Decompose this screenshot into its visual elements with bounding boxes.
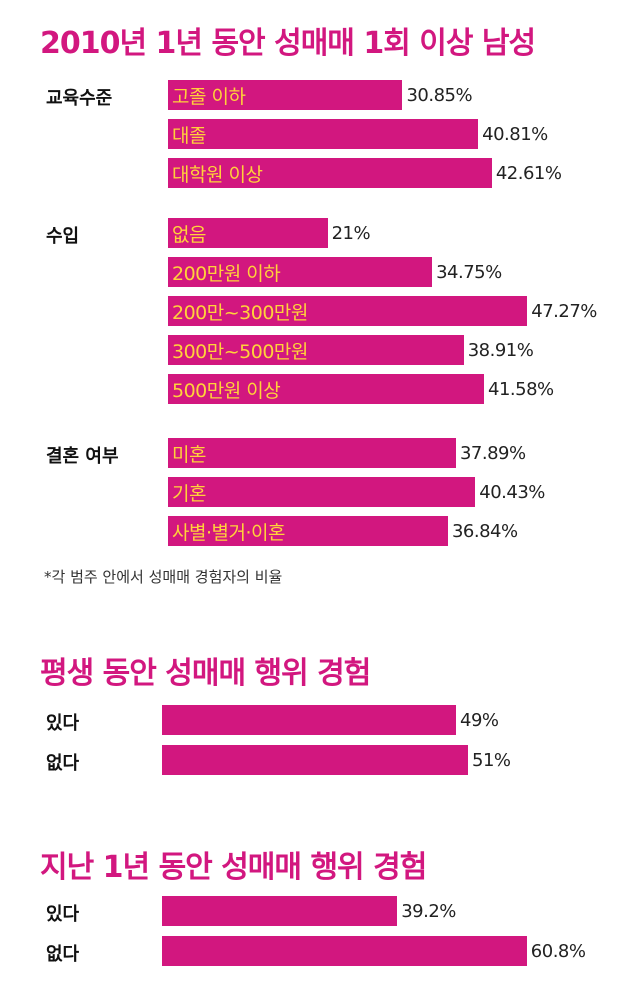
bar: 500만원 이상 bbox=[168, 374, 484, 404]
chart-title: 지난 1년 동안 성매매 행위 경험 bbox=[40, 850, 427, 885]
bar: 미혼 bbox=[168, 438, 456, 468]
value-label: 40.81% bbox=[482, 124, 548, 145]
bar: 200만원 이하 bbox=[168, 257, 433, 287]
value-label: 21% bbox=[331, 223, 371, 244]
bar-category-label: 기혼 bbox=[172, 483, 206, 505]
bar: 없음 bbox=[168, 218, 328, 248]
bar: 대졸 bbox=[168, 119, 479, 149]
category-label: 없다 bbox=[46, 944, 80, 965]
bar-category-label: 미혼 bbox=[172, 444, 206, 466]
bar-category-label: 대졸 bbox=[172, 125, 206, 147]
chart-title: 2010년 1년 동안 성매매 1회 이상 남성 bbox=[40, 26, 536, 61]
bar-category-label: 200만~300만원 bbox=[172, 302, 308, 324]
bar-category-label: 300만~500만원 bbox=[172, 341, 308, 363]
footnote: *각 범주 안에서 성매매 경험자의 비율 bbox=[44, 568, 283, 586]
value-label: 34.75% bbox=[436, 262, 502, 283]
bar: 200만~300만원 bbox=[168, 296, 528, 326]
value-label: 51% bbox=[472, 750, 511, 771]
bar-category-label: 500만원 이상 bbox=[172, 380, 281, 402]
bar-category-label: 고졸 이하 bbox=[172, 86, 246, 108]
group-label: 수입 bbox=[46, 226, 80, 247]
category-label: 있다 bbox=[46, 713, 80, 734]
bar bbox=[162, 896, 398, 926]
bar-category-label: 대학원 이상 bbox=[172, 164, 263, 186]
value-label: 30.85% bbox=[406, 85, 473, 106]
bar: 300만~500만원 bbox=[168, 335, 464, 365]
category-label: 없다 bbox=[46, 753, 80, 774]
bar bbox=[162, 936, 527, 966]
value-label: 40.43% bbox=[479, 482, 545, 503]
category-label: 있다 bbox=[46, 904, 80, 925]
bar: 대학원 이상 bbox=[168, 158, 492, 188]
value-label: 38.91% bbox=[467, 340, 534, 361]
group-label: 결혼 여부 bbox=[46, 446, 119, 467]
bar: 고졸 이하 bbox=[168, 80, 403, 110]
value-label: 37.89% bbox=[459, 443, 526, 464]
bar-category-label: 200만원 이하 bbox=[172, 263, 281, 285]
value-label: 41.58% bbox=[488, 379, 554, 400]
group-label: 교육수준 bbox=[46, 88, 113, 109]
bar: 사별·별거·이혼 bbox=[168, 516, 448, 546]
bar bbox=[162, 705, 456, 735]
bar-category-label: 사별·별거·이혼 bbox=[172, 522, 285, 544]
bar-category-label: 없음 bbox=[172, 224, 206, 246]
bar bbox=[162, 745, 468, 775]
chart-title: 평생 동안 성매매 행위 경험 bbox=[40, 656, 371, 691]
value-label: 36.84% bbox=[451, 521, 518, 542]
value-label: 47.27% bbox=[531, 301, 597, 322]
value-label: 49% bbox=[460, 710, 499, 731]
bar: 기혼 bbox=[168, 477, 476, 507]
value-label: 39.2% bbox=[401, 901, 456, 922]
value-label: 42.61% bbox=[495, 163, 562, 184]
value-label: 60.8% bbox=[530, 941, 586, 962]
